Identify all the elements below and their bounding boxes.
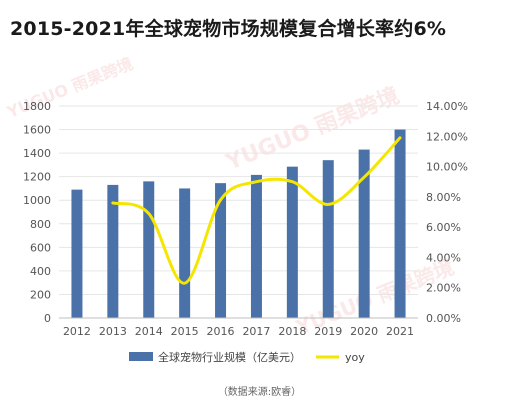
grid xyxy=(59,105,418,295)
y-right-tick-label: 4.00% xyxy=(426,251,461,264)
y-left-tick-label: 1400 xyxy=(23,147,51,160)
x-tick-label: 2019 xyxy=(314,325,342,338)
y-left-tick-label: 1200 xyxy=(23,171,51,184)
x-tick-label: 2013 xyxy=(99,325,127,338)
chart-title: 2015-2021年全球宠物市场规模复合增长率约6% xyxy=(10,18,447,40)
bar xyxy=(286,166,298,318)
bar xyxy=(71,189,83,318)
bar-series xyxy=(71,129,406,318)
bar xyxy=(250,174,262,318)
y-right-tick-label: 0.00% xyxy=(426,312,461,325)
x-tick-label: 2012 xyxy=(63,325,91,338)
y-right-tick-label: 12.00% xyxy=(426,130,468,143)
y-left-tick-label: 800 xyxy=(30,218,51,231)
line-series xyxy=(111,136,402,285)
y-right-tick-label: 14.00% xyxy=(426,100,468,113)
bar xyxy=(215,183,227,318)
bar xyxy=(358,149,370,318)
x-tick-label: 2016 xyxy=(207,325,235,338)
bar xyxy=(322,160,334,318)
y-left-tick-label: 600 xyxy=(30,241,51,254)
bar xyxy=(394,129,406,318)
y-right-tick-label: 2.00% xyxy=(426,282,461,295)
legend-label-line: yoy xyxy=(345,351,365,364)
x-tick-label: 2021 xyxy=(386,325,414,338)
bar xyxy=(143,181,155,318)
data-source-note: （数据来源:欧睿） xyxy=(217,387,302,398)
y-left-tick-label: 400 xyxy=(30,265,51,278)
y-left-tick-label: 200 xyxy=(30,288,51,301)
y-left-tick-label: 0 xyxy=(44,312,51,325)
y-right-tick-label: 10.00% xyxy=(426,161,468,174)
x-tick-label: 2020 xyxy=(350,325,378,338)
x-tick-label: 2018 xyxy=(278,325,306,338)
bar xyxy=(107,184,119,318)
y-left-tick-label: 1000 xyxy=(23,194,51,207)
x-tick-label: 2017 xyxy=(242,325,270,338)
axes: 0 200 400 600 800 1000 1200 1400 1600 1800 0.00% 2.… xyxy=(23,100,468,338)
yoy-line xyxy=(111,136,402,285)
legend: 全球宠物行业规模（亿美元） yoy xyxy=(129,350,365,364)
x-tick-label: 2015 xyxy=(171,325,199,338)
y-right-tick-label: 8.00% xyxy=(426,191,461,204)
x-tick-label: 2014 xyxy=(135,325,163,338)
y-left-tick-label: 1600 xyxy=(23,124,51,137)
y-right-tick-label: 6.00% xyxy=(426,221,461,234)
legend-label-bar: 全球宠物行业规模（亿美元） xyxy=(158,350,301,364)
y-left-tick-label: 1800 xyxy=(23,100,51,113)
bar xyxy=(179,188,191,318)
legend-swatch-bar xyxy=(129,352,153,361)
